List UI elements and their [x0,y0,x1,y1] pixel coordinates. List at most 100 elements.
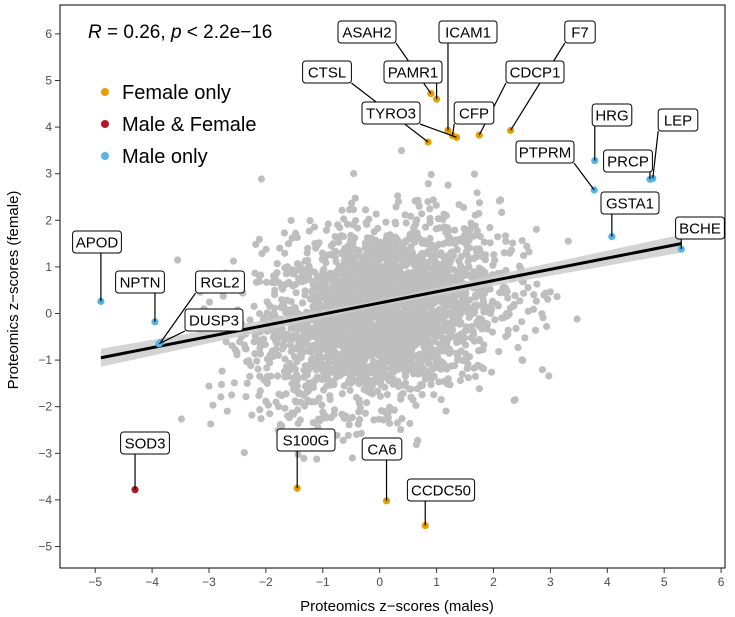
gene-label: F7 [571,25,589,42]
background-point [511,292,519,300]
background-point [217,393,225,401]
background-point [218,367,226,375]
background-point [326,395,334,403]
background-point [272,345,280,353]
background-point [414,196,422,204]
background-point [344,431,352,440]
background-point [279,300,287,308]
background-point [266,351,274,359]
background-point [339,319,347,327]
gene-label: LEP [664,113,692,130]
background-point [340,215,348,223]
background-point [529,305,538,313]
background-point [440,305,448,313]
background-point [394,192,402,200]
background-point [423,279,431,287]
gene-label: HRG [595,108,628,125]
gene-label-box [361,437,403,461]
background-point [440,223,448,231]
background-point [346,295,355,303]
background-point [418,391,426,399]
background-point [273,339,281,347]
background-point [306,295,315,303]
background-point [424,180,432,188]
y-tick-label: −1 [38,353,52,367]
background-point [346,371,354,379]
background-point [389,320,397,329]
background-point [402,259,410,267]
background-point [410,315,419,323]
background-point [229,257,238,265]
gene-label: CA6 [367,442,396,459]
background-point [264,401,272,409]
background-point [399,239,407,248]
background-point [465,263,473,271]
gene-label: PTPRM [519,145,572,162]
background-point [256,310,264,318]
background-point [472,293,480,301]
background-point [429,266,437,274]
background-point [306,217,314,225]
y-tick-label: 1 [45,260,52,274]
background-point [270,310,278,318]
background-point [256,350,264,358]
background-point [381,245,389,253]
background-point [412,441,420,449]
background-point [546,288,555,296]
background-point [325,369,333,377]
background-point [308,398,316,406]
background-point [444,181,452,189]
background-point [310,268,318,276]
background-point [405,342,413,350]
background-point [340,252,348,260]
background-point [360,362,368,370]
background-point [355,380,363,388]
background-point [297,335,305,343]
background-point [331,333,339,341]
background-point [278,422,286,430]
background-point [292,289,300,297]
background-point [368,336,376,344]
background-point [425,360,433,368]
gene-label-box [195,270,245,294]
background-point [375,415,383,423]
background-point [300,454,308,462]
background-point [477,269,485,277]
background-point [352,393,361,402]
x-tick-label: 0 [376,575,383,589]
background-point [519,356,527,364]
gene-label-box [515,140,575,164]
label-connector [451,123,455,136]
background-point [255,235,263,243]
background-point [465,236,473,244]
y-tick-label: −5 [38,540,52,554]
background-point [475,209,483,218]
background-point [412,401,420,409]
background-point [305,267,313,275]
background-point [367,234,375,242]
background-point [383,391,391,399]
background-point [462,248,470,256]
background-point [297,353,305,362]
background-point [432,201,440,209]
background-point [319,408,327,416]
background-point [294,419,302,427]
background-point [349,243,357,251]
background-point [272,398,280,406]
background-point [429,365,437,373]
background-point [305,383,313,391]
background-point [345,421,353,429]
background-point [487,309,495,318]
background-point [276,244,284,252]
gene-label: CDCP1 [510,65,561,82]
background-point [453,246,461,254]
label-connector [419,123,457,138]
x-tick-label: −4 [145,575,159,589]
background-point [256,372,264,380]
background-point [315,417,323,425]
background-point [494,233,502,241]
background-point [312,244,320,252]
background-point [449,326,457,334]
background-point [254,365,262,373]
background-point [289,282,297,290]
